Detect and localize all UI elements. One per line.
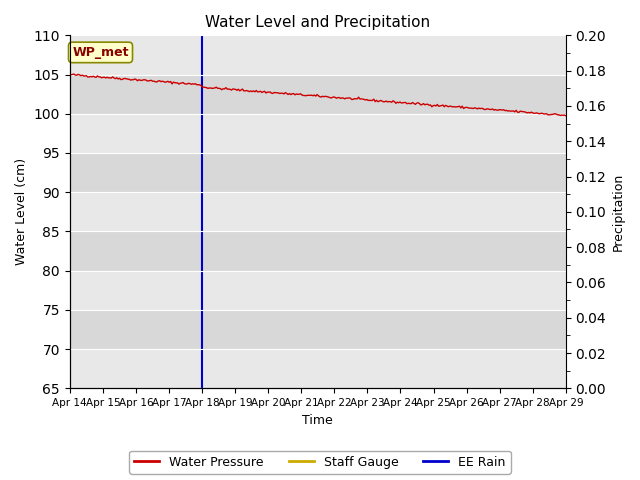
Title: Water Level and Precipitation: Water Level and Precipitation	[205, 15, 430, 30]
X-axis label: Time: Time	[303, 414, 333, 427]
Text: WP_met: WP_met	[72, 46, 129, 59]
Bar	[70, 74, 566, 114]
Bar	[70, 349, 566, 388]
Bar	[70, 271, 566, 310]
Bar	[70, 310, 566, 349]
Bar	[70, 153, 566, 192]
Bar	[70, 36, 566, 74]
Bar	[70, 114, 566, 153]
Bar	[70, 231, 566, 271]
Y-axis label: Precipitation: Precipitation	[612, 173, 625, 251]
Legend: Water Pressure, Staff Gauge, EE Rain: Water Pressure, Staff Gauge, EE Rain	[129, 451, 511, 474]
Bar	[70, 192, 566, 231]
Y-axis label: Water Level (cm): Water Level (cm)	[15, 158, 28, 265]
